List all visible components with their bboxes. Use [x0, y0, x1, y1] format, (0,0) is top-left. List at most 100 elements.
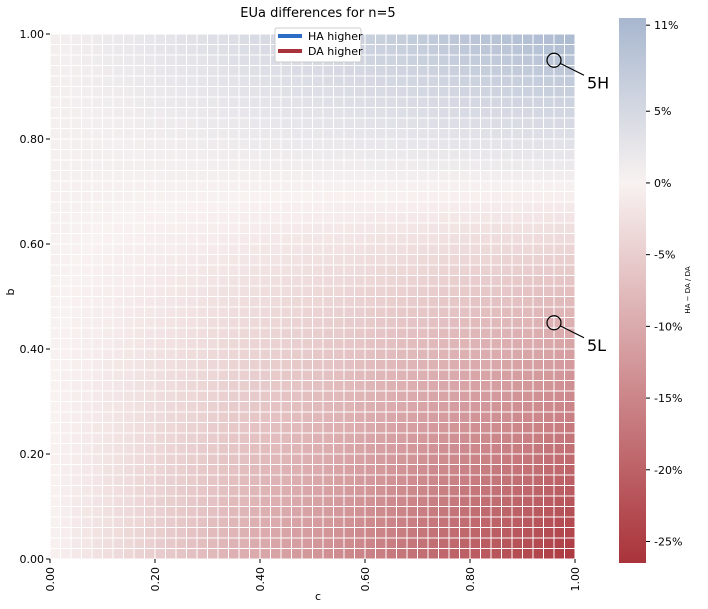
heatmap-cell: [70, 222, 82, 234]
heatmap-cell: [207, 432, 219, 444]
heatmap-cell: [249, 359, 261, 371]
heatmap-cell: [102, 348, 114, 360]
heatmap-cell: [186, 212, 198, 224]
heatmap-cell: [301, 243, 313, 255]
heatmap-cell: [480, 411, 492, 423]
heatmap-cell: [280, 474, 292, 486]
heatmap-cell: [112, 212, 124, 224]
heatmap-cell: [396, 380, 408, 392]
heatmap-cell: [123, 75, 135, 87]
heatmap-cell: [396, 191, 408, 203]
heatmap-cell: [207, 327, 219, 339]
annotation-leader: [559, 325, 585, 339]
heatmap-cell: [165, 338, 177, 350]
heatmap-cell: [49, 527, 61, 539]
heatmap-cell: [154, 117, 166, 129]
heatmap-cell: [343, 254, 355, 266]
heatmap-cell: [123, 117, 135, 129]
annotation-leader: [559, 62, 585, 76]
heatmap-cell: [81, 180, 93, 192]
heatmap-cell: [312, 117, 324, 129]
heatmap-cell: [417, 537, 429, 549]
heatmap-cell: [60, 96, 72, 108]
heatmap-cell: [186, 233, 198, 245]
heatmap-cell: [511, 201, 523, 213]
heatmap-cell: [532, 548, 544, 560]
heatmap-cell: [385, 149, 397, 161]
heatmap-cell: [312, 149, 324, 161]
heatmap-cell: [60, 453, 72, 465]
heatmap-cell: [322, 495, 334, 507]
heatmap-cell: [490, 275, 502, 287]
heatmap-cell: [511, 401, 523, 413]
heatmap-cell: [102, 548, 114, 560]
heatmap-cell: [49, 390, 61, 402]
heatmap-cell: [144, 464, 156, 476]
heatmap-cell: [175, 453, 187, 465]
heatmap-cell: [217, 348, 229, 360]
heatmap-cell: [238, 432, 250, 444]
heatmap-cell: [553, 107, 565, 119]
heatmap-cell: [175, 348, 187, 360]
heatmap-cell: [91, 264, 103, 276]
heatmap-cell: [501, 317, 513, 329]
heatmap-cell: [133, 443, 145, 455]
heatmap-cell: [333, 443, 345, 455]
heatmap-cell: [301, 275, 313, 287]
heatmap-cell: [112, 233, 124, 245]
heatmap-cell: [207, 422, 219, 434]
heatmap-cell: [196, 128, 208, 140]
heatmap-cell: [448, 107, 460, 119]
heatmap-cell: [543, 138, 555, 150]
heatmap-cell: [312, 296, 324, 308]
heatmap-cell: [196, 117, 208, 129]
heatmap-cell: [385, 159, 397, 171]
heatmap-cell: [70, 537, 82, 549]
heatmap-cell: [186, 96, 198, 108]
heatmap-cell: [532, 44, 544, 56]
heatmap-cell: [123, 86, 135, 98]
heatmap-cell: [396, 86, 408, 98]
heatmap-cell: [532, 275, 544, 287]
heatmap-cell: [469, 369, 481, 381]
heatmap-cell: [480, 495, 492, 507]
heatmap-cell: [186, 191, 198, 203]
heatmap-cell: [459, 149, 471, 161]
heatmap-cell: [112, 86, 124, 98]
heatmap-cell: [133, 380, 145, 392]
heatmap-cell: [123, 338, 135, 350]
heatmap-cell: [459, 138, 471, 150]
heatmap-cell: [175, 369, 187, 381]
heatmap-cell: [532, 33, 544, 45]
heatmap-cell: [396, 264, 408, 276]
heatmap-cell: [207, 191, 219, 203]
heatmap-cell: [291, 474, 303, 486]
heatmap-cell: [511, 96, 523, 108]
heatmap-cell: [553, 33, 565, 45]
heatmap-cell: [186, 317, 198, 329]
heatmap-cell: [543, 75, 555, 87]
heatmap-cell: [438, 453, 450, 465]
heatmap-cell: [312, 411, 324, 423]
heatmap-cell: [301, 317, 313, 329]
heatmap-cell: [228, 75, 240, 87]
heatmap-cell: [144, 222, 156, 234]
heatmap-cell: [133, 65, 145, 77]
heatmap-cell: [532, 327, 544, 339]
heatmap-cell: [144, 264, 156, 276]
heatmap-cell: [196, 432, 208, 444]
heatmap-cell: [406, 527, 418, 539]
heatmap-cell: [553, 411, 565, 423]
heatmap-cell: [196, 201, 208, 213]
heatmap-cell: [364, 296, 376, 308]
heatmap-cell: [459, 296, 471, 308]
heatmap-cell: [543, 96, 555, 108]
heatmap-cell: [448, 243, 460, 255]
heatmap-cell: [501, 432, 513, 444]
heatmap-cell: [543, 243, 555, 255]
heatmap-cell: [333, 201, 345, 213]
heatmap-cell: [427, 527, 439, 539]
heatmap-cell: [375, 107, 387, 119]
heatmap-cell: [175, 401, 187, 413]
heatmap-cell: [375, 117, 387, 129]
